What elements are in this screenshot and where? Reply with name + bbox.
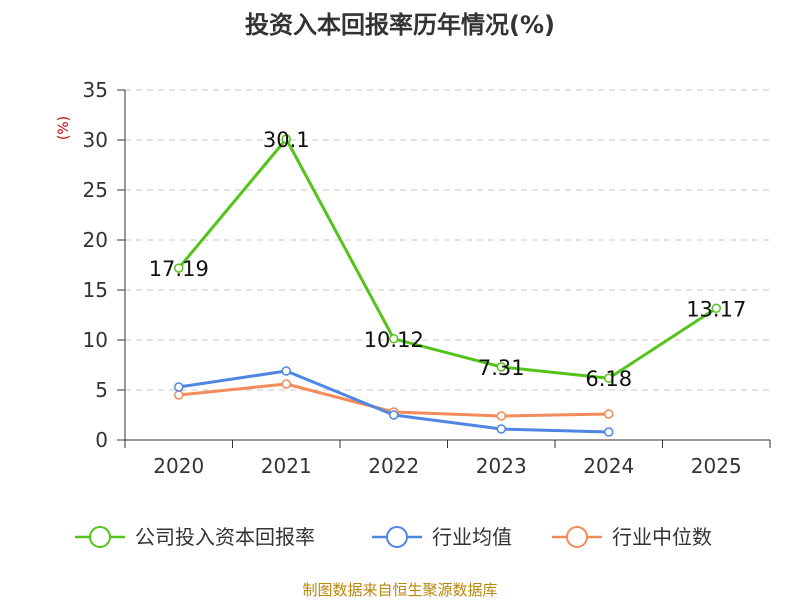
x-tick-labels: 2020 2021 2022 2023 2024 2025 (153, 454, 741, 478)
data-point (174, 263, 184, 273)
data-point (281, 134, 291, 144)
legend-label: 行业中位数 (612, 525, 712, 549)
data-point (174, 390, 184, 400)
data-point (604, 409, 614, 419)
x-tick-label: 2022 (368, 454, 419, 478)
data-label: 10.12 (364, 328, 424, 352)
data-label: 6.18 (585, 367, 632, 391)
data-point (496, 362, 506, 372)
data-point (604, 427, 614, 437)
axes (124, 90, 771, 448)
x-tick-label: 2025 (691, 454, 742, 478)
y-tick-label: 15 (83, 278, 108, 302)
data-label: 30.1 (263, 128, 310, 152)
x-tick-label: 2024 (583, 454, 634, 478)
y-tick-label: 35 (83, 78, 108, 102)
series-line (177, 137, 718, 380)
data-labels: 17.19 30.1 10.12 7.31 6.18 13.17 (149, 128, 747, 391)
legend-marker (566, 526, 588, 548)
data-point (604, 373, 614, 383)
grid-lines (117, 89, 770, 441)
data-label: 17.19 (149, 257, 209, 281)
data-point (496, 411, 506, 421)
legend-marker (386, 526, 408, 548)
x-tick-label: 2020 (153, 454, 204, 478)
y-tick-labels: 0 5 10 15 20 25 30 35 (83, 78, 108, 452)
legend-label: 公司投入资本回报率 (135, 525, 315, 549)
series-line (178, 369, 609, 434)
y-tick-label: 20 (83, 228, 108, 252)
y-tick-label: 30 (83, 128, 108, 152)
data-point (711, 303, 721, 314)
data-label: 13.17 (686, 297, 746, 321)
y-axis-label: (%) (56, 116, 72, 140)
x-tick-label: 2023 (476, 454, 527, 478)
data-label: 7.31 (478, 356, 525, 380)
data-point (281, 379, 291, 389)
y-tick-label: 0 (95, 428, 108, 452)
y-tick-label: 10 (83, 328, 108, 352)
x-tick-label: 2021 (261, 454, 312, 478)
data-point (389, 334, 399, 344)
series-group (174, 134, 721, 437)
data-point (281, 366, 291, 376)
data-point (496, 424, 506, 434)
y-tick-label: 25 (83, 178, 108, 202)
legend: 公司投入资本回报率 行业均值 行业中位数 (75, 525, 712, 549)
legend-label: 行业均值 (432, 525, 512, 549)
data-point (389, 410, 399, 420)
legend-marker (89, 526, 111, 548)
chart-title: 投资入本回报率历年情况(%) (245, 11, 555, 39)
source-note: 制图数据来自恒生聚源数据库 (302, 581, 497, 599)
y-tick-label: 5 (95, 378, 108, 402)
data-point (174, 382, 184, 392)
